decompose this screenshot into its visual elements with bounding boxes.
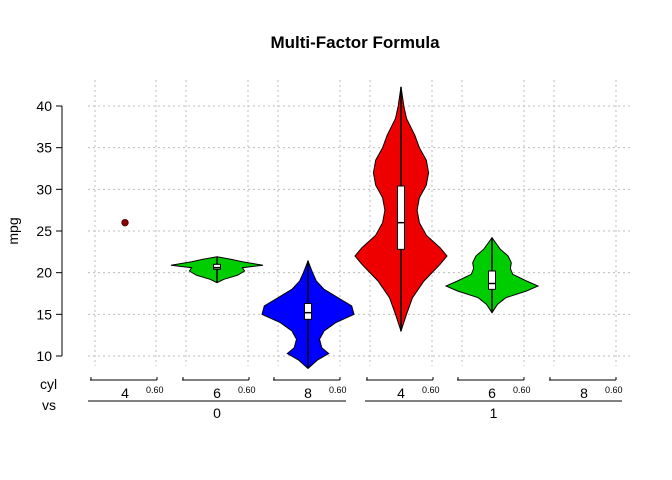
y-tick-label-10: 10 (36, 348, 52, 364)
chart-title: Multi-Factor Formula (270, 33, 440, 52)
violin-vs1-cyl8-cyl-label: 8 (580, 385, 588, 401)
y-tick-label-15: 15 (36, 306, 52, 322)
y-tick-label-35: 35 (36, 140, 52, 156)
y-tick-label-40: 40 (36, 98, 52, 114)
factor-label-cyl: cyl (40, 376, 57, 392)
violin-vs1-cyl8-scale-label: 0.60 (605, 385, 623, 395)
violin-vs0-cyl4-scale-label: 0.60 (146, 385, 164, 395)
violin-vs1-cyl4-box (397, 185, 405, 250)
y-tick-label-20: 20 (36, 265, 52, 281)
factor-label-vs: vs (42, 397, 56, 413)
y-tick-label-25: 25 (36, 223, 52, 239)
violin-vs0-cyl4-point (121, 218, 129, 227)
violin-vs1-cyl6-box (488, 270, 496, 290)
y-axis-label: mpg (5, 217, 21, 244)
violin-vs0-cyl6-cyl-label: 6 (213, 385, 221, 401)
violin-vs0-cyl6-box (213, 263, 221, 270)
violin-vs0-cyl8-scale-label: 0.60 (329, 385, 347, 395)
violin-vs0-cyl6-scale-label: 0.60 (238, 385, 256, 395)
violin-vs1-cyl4-cyl-label: 4 (397, 385, 405, 401)
violin-vs1-cyl6-scale-label: 0.60 (513, 385, 531, 395)
violin-vs0-cyl8-box (304, 303, 312, 320)
violin-vs1-cyl6-cyl-label: 6 (488, 385, 496, 401)
violin-vs1-cyl4-scale-label: 0.60 (422, 385, 440, 395)
y-tick-label-30: 30 (36, 181, 52, 197)
violin-vs0-cyl4-cyl-label: 4 (121, 385, 129, 401)
violin-vs0-cyl8-cyl-label: 8 (304, 385, 312, 401)
vs-group-label-0: 0 (213, 405, 221, 421)
vs-group-label-1: 1 (490, 405, 498, 421)
